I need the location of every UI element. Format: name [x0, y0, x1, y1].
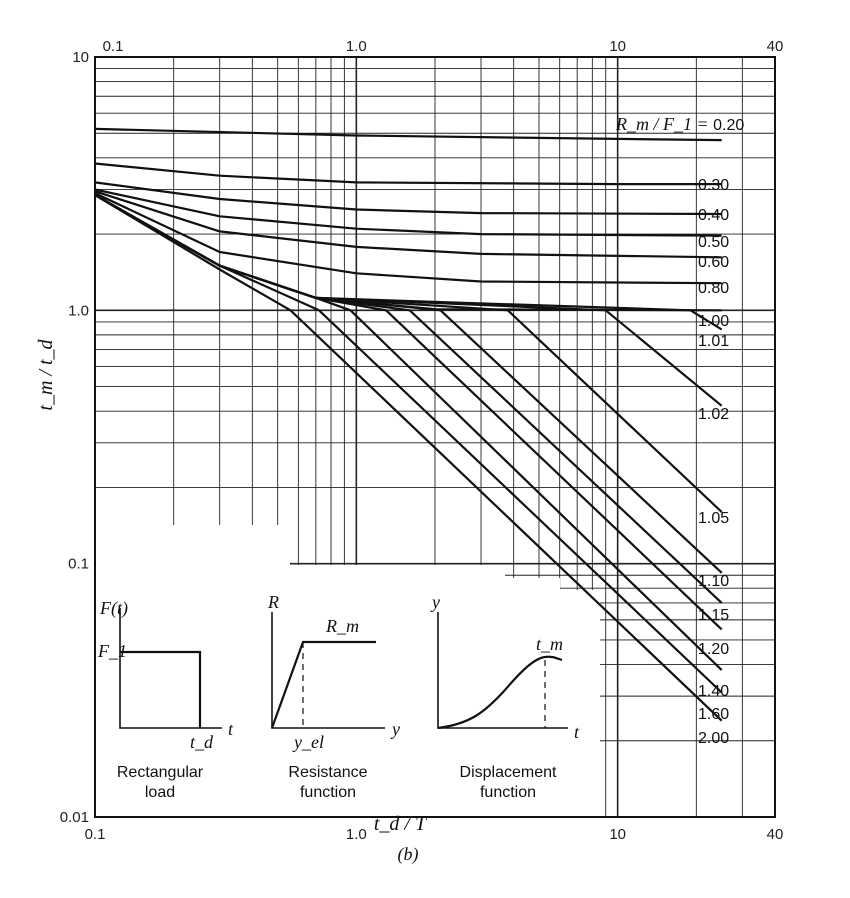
inset-resistance-function: R R_m y y_el Resistance function: [267, 592, 400, 801]
curve-labels: R_m / F_1 = 0.20 0.30 0.40 0.50 0.60 0.80 1.00…: [615, 114, 744, 747]
x-tick-top: 0.1: [103, 38, 124, 55]
curve-1.05: [94, 194, 723, 513]
curve-label-1.20: 1.20: [698, 641, 729, 658]
inset-ylabel: y: [430, 592, 440, 612]
plot-frame: [94, 56, 776, 818]
inset-axes: [119, 608, 222, 729]
inset-end-label: y_el: [292, 732, 324, 752]
curve-0.50: [94, 188, 722, 237]
curve-1.00: [94, 194, 722, 312]
x-tick-bottom: 40: [767, 826, 784, 843]
curve-label-1.05: 1.05: [698, 510, 729, 527]
x-tick-top: 10: [609, 38, 626, 55]
curves: [94, 127, 723, 722]
inset-level-label: t_m: [536, 634, 563, 654]
curve-label-2.00: 2.00: [698, 730, 729, 747]
x-tick-bottom: 0.1: [85, 826, 106, 843]
inset-ylabel: R: [267, 592, 279, 612]
curve-1.60: [94, 194, 723, 694]
x-axis-title: t_d / T: [374, 813, 428, 835]
load-rectangle: [120, 650, 202, 728]
curve-label-0.80: 0.80: [698, 280, 729, 297]
y-tick: 0.01: [60, 809, 89, 826]
y-tick: 0.1: [68, 556, 89, 573]
x-tick-bottom: 10: [609, 826, 626, 843]
y-tick: 1.0: [68, 302, 89, 319]
curve-label-0.20: R_m / F_1 = 0.20: [615, 114, 744, 134]
x-tick-bottom: 1.0: [346, 826, 367, 843]
curve-0.20: [94, 127, 722, 142]
inset-ylabel: F(t): [99, 598, 128, 619]
inset-caption-2: function: [480, 784, 536, 801]
curve-0.60: [94, 190, 722, 259]
curve-0.30: [94, 162, 722, 186]
curve-label-1.00: 1.00: [698, 313, 729, 330]
x-tick-top: 1.0: [346, 38, 367, 55]
curve-label-0.60: 0.60: [698, 254, 729, 271]
inset-caption-2: load: [145, 784, 175, 801]
curve-label-1.10: 1.10: [698, 573, 729, 590]
inset-xlabel: t: [574, 722, 580, 742]
inset-backdrop: [96, 525, 600, 816]
inset-panels: F(t) F_1 t t_d Rectangular load R R_m y …: [97, 592, 580, 801]
inset-level-label: R_m: [325, 616, 359, 636]
inset-caption-1: Rectangular: [117, 764, 204, 781]
curve-0.40: [94, 181, 722, 216]
inset-end-label: t_d: [190, 732, 214, 752]
x-tick-top: 40: [767, 38, 784, 55]
curve-2.00: [94, 194, 723, 722]
inset-xlabel: y: [390, 719, 400, 739]
inset-caption-1: Displacement: [460, 764, 557, 781]
curve-0.80: [94, 192, 722, 285]
curve-label-1.15: 1.15: [698, 607, 729, 624]
curve-label-1.60: 1.60: [698, 706, 729, 723]
curve-label-0.50: 0.50: [698, 234, 729, 251]
inset-xlabel: t: [228, 719, 234, 739]
inset-rectangular-load: F(t) F_1 t t_d Rectangular load: [97, 598, 234, 801]
inset-caption-1: Resistance: [288, 764, 367, 781]
figure-caption: (b): [398, 844, 419, 865]
y-tick: 10: [72, 49, 89, 66]
curve-label-1.02: 1.02: [698, 406, 729, 423]
curve-label-0.40: 0.40: [698, 207, 729, 224]
y-axis-title: t_m / t_d: [35, 338, 57, 410]
inset-displacement-function: y t_m t Displacement function: [430, 592, 580, 801]
chart-grid: [94, 56, 776, 818]
curve-label-0.30: 0.30: [698, 177, 729, 194]
inset-caption-2: function: [300, 784, 356, 801]
displacement-curve: [437, 655, 563, 730]
curve-label-1.01: 1.01: [698, 333, 729, 350]
curve-label-1.40: 1.40: [698, 683, 729, 700]
inset-level-label: F_1: [97, 641, 127, 661]
